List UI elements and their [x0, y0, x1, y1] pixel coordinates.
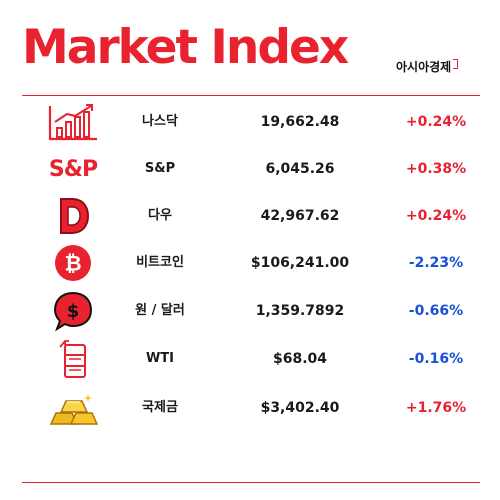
svg-text:₿: ₿ [64, 252, 81, 276]
row-name: 다우 [148, 208, 172, 223]
sp-logo-text: S&P [48, 156, 98, 182]
row-name: WTI [145, 351, 175, 366]
d-letter-icon [38, 194, 108, 238]
table-row: 다우 42,967.62 +0.24% [0, 194, 500, 238]
oil-barrel-icon [38, 337, 108, 381]
table-row: ₿ 비트코인 $106,241.00 -2.23% [0, 241, 500, 285]
table-row: $ 원 / 달러 1,359.7892 -0.66% [0, 289, 500, 333]
row-change: +0.24% [405, 208, 467, 224]
row-value: 6,045.26 [265, 161, 335, 177]
top-divider [22, 95, 480, 96]
row-change: -2.23% [408, 255, 464, 271]
row-value: 1,359.7892 [255, 303, 345, 319]
sp-logo-icon: S&P [38, 147, 108, 191]
row-name: 원 / 달러 [135, 303, 185, 318]
row-value: 42,967.62 [260, 208, 340, 224]
table-row: 나스닥 19,662.48 +0.24% [0, 100, 500, 144]
row-name: 나스닥 [142, 114, 178, 129]
bottom-divider [22, 482, 480, 483]
table-row: S&P S&P 6,045.26 +0.38% [0, 147, 500, 191]
table-row: 국제금 $3,402.40 +1.76% [0, 386, 500, 430]
bitcoin-icon: ₿ [38, 241, 108, 285]
brand-name: 아시아경제 [396, 60, 452, 74]
row-change: -0.16% [408, 351, 464, 367]
brand-logo: 아시아경제 [396, 58, 459, 75]
row-change: +0.38% [405, 161, 467, 177]
gold-bars-icon [38, 386, 108, 430]
brand-mark-icon [453, 59, 459, 69]
row-change: -0.66% [408, 303, 464, 319]
dollar-bubble-icon: $ [38, 289, 108, 333]
row-change: +0.24% [405, 114, 467, 130]
bar-chart-icon [38, 100, 108, 144]
row-value: $68.04 [272, 351, 328, 367]
row-value: 19,662.48 [260, 114, 340, 130]
row-value: $106,241.00 [250, 255, 350, 271]
row-value: $3,402.40 [260, 400, 340, 416]
row-name: 비트코인 [136, 255, 184, 270]
row-name: 국제금 [142, 400, 178, 415]
svg-text:$: $ [67, 301, 80, 322]
page-title: Market Index [22, 20, 349, 75]
row-change: +1.76% [405, 400, 467, 416]
table-row: WTI $68.04 -0.16% [0, 337, 500, 381]
row-name: S&P [144, 161, 176, 176]
